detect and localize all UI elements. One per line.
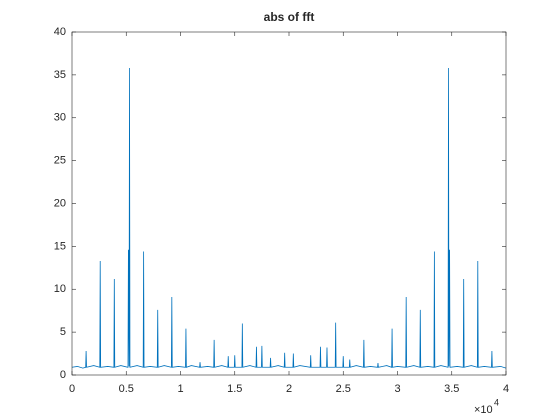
y-tick-label: 15	[54, 240, 66, 252]
y-tick-label: 25	[54, 155, 66, 167]
y-tick-label: 30	[54, 112, 66, 124]
x-tick-label: 4	[503, 383, 509, 395]
chart-title: abs of fft	[264, 10, 315, 24]
data-line	[71, 68, 507, 369]
x-tick-label: 0.5	[119, 383, 134, 395]
x-tick-label: 0	[69, 383, 75, 395]
x-tick-label: 1	[177, 383, 183, 395]
x-exponent-base: ×10	[474, 404, 493, 416]
x-tick-label: 3	[394, 383, 400, 395]
y-tick-label: 0	[60, 369, 66, 381]
y-tick-label: 10	[54, 283, 66, 295]
y-tick-label: 20	[54, 197, 66, 209]
x-exponent-power: 4	[494, 397, 499, 407]
x-tick-label: 2	[286, 383, 292, 395]
y-tick-label: 5	[60, 326, 66, 338]
y-tick-label: 40	[54, 26, 66, 38]
x-tick-label: 1.5	[227, 383, 242, 395]
y-tick-label: 35	[54, 69, 66, 81]
x-tick-label: 2.5	[336, 383, 351, 395]
x-tick-label: 3.5	[444, 383, 459, 395]
